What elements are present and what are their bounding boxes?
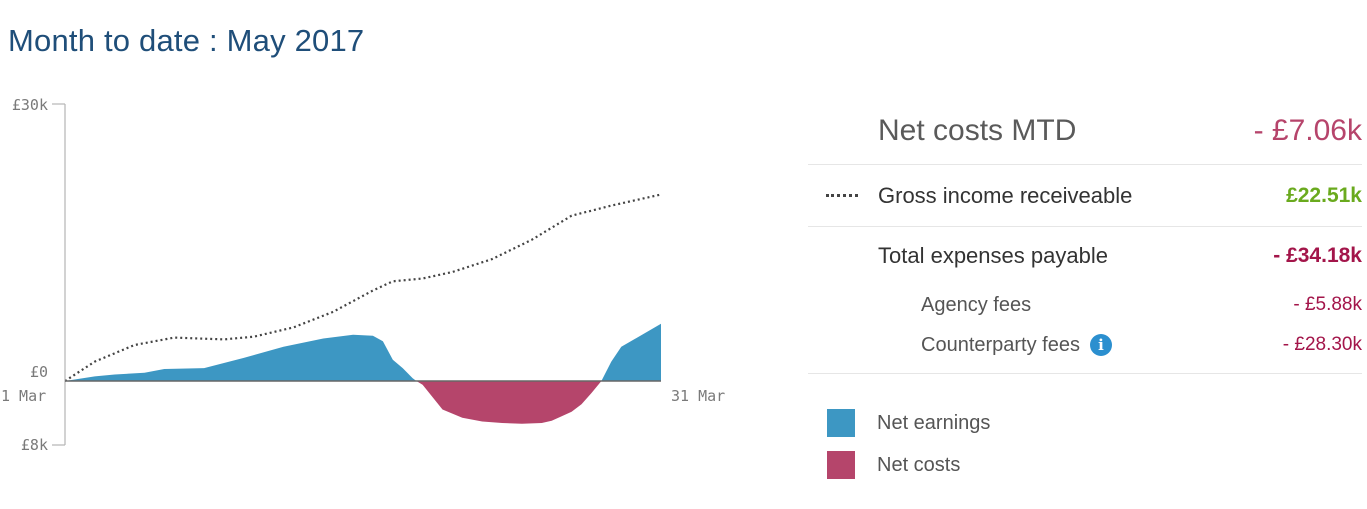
summary-panel: Net costs MTD - £7.06k Gross income rece… (808, 98, 1362, 374)
gross-income-row: Gross income receiveable £22.51k (808, 165, 1362, 227)
total-expenses-label: Total expenses payable (878, 243, 1108, 268)
legend-label-net-costs: Net costs (877, 453, 961, 476)
x-tick-label-start: 1 Mar (1, 387, 46, 405)
agency-fees-label: Agency fees (921, 293, 1032, 316)
chart-axes: £30k £0 £8k 1 Mar 31 Mar (1, 96, 725, 454)
expenses-block: Total expenses payable - £34.18k Agency … (808, 227, 1362, 374)
page-title: Month to date : May 2017 (8, 22, 365, 58)
total-expenses-row: Total expenses payable - £34.18k (808, 227, 1362, 285)
y-tick-label-bottom: £8k (21, 436, 48, 454)
gross-income-label: Gross income receiveable (878, 182, 1133, 208)
x-tick-label-end: 31 Mar (671, 387, 725, 405)
info-icon[interactable]: i (1089, 334, 1112, 356)
net-costs-area (65, 381, 661, 424)
counterparty-fees-label: Counterparty fees (921, 333, 1080, 356)
legend-swatch-net-earnings (827, 409, 855, 437)
counterparty-fees-value: - £28.30k (1282, 334, 1362, 355)
dotted-line-icon (808, 194, 878, 197)
net-costs-value: - £7.06k (1253, 114, 1362, 147)
agency-fees-row: Agency fees - £5.88k (808, 285, 1362, 325)
legend-label-net-earnings: Net earnings (877, 411, 991, 434)
agency-fees-value: - £5.88k (1293, 294, 1362, 315)
counterparty-fees-label-group: Counterparty fees i (808, 334, 1283, 357)
net-earnings-area (65, 323, 661, 381)
net-costs-label: Net costs MTD (878, 114, 1077, 147)
net-costs-row: Net costs MTD - £7.06k (808, 98, 1362, 165)
month-to-date-chart: £30k £0 £8k 1 Mar 31 Mar (1, 96, 725, 454)
legend-item-net-costs: Net costs (827, 444, 990, 486)
gross-income-line-group (64, 193, 662, 382)
total-expenses-value: - £34.18k (1273, 244, 1362, 267)
legend-swatch-net-costs (827, 451, 855, 479)
y-tick-label-top: £30k (12, 96, 48, 114)
net-area-group (65, 323, 661, 424)
chart-legend: Net earnings Net costs (827, 402, 990, 486)
gross-income-value: £22.51k (1286, 183, 1362, 207)
y-tick-label-zero: £0 (30, 363, 48, 381)
counterparty-fees-row: Counterparty fees i - £28.30k (808, 325, 1362, 365)
gross-income-line (64, 193, 662, 382)
legend-item-net-earnings: Net earnings (827, 402, 990, 444)
